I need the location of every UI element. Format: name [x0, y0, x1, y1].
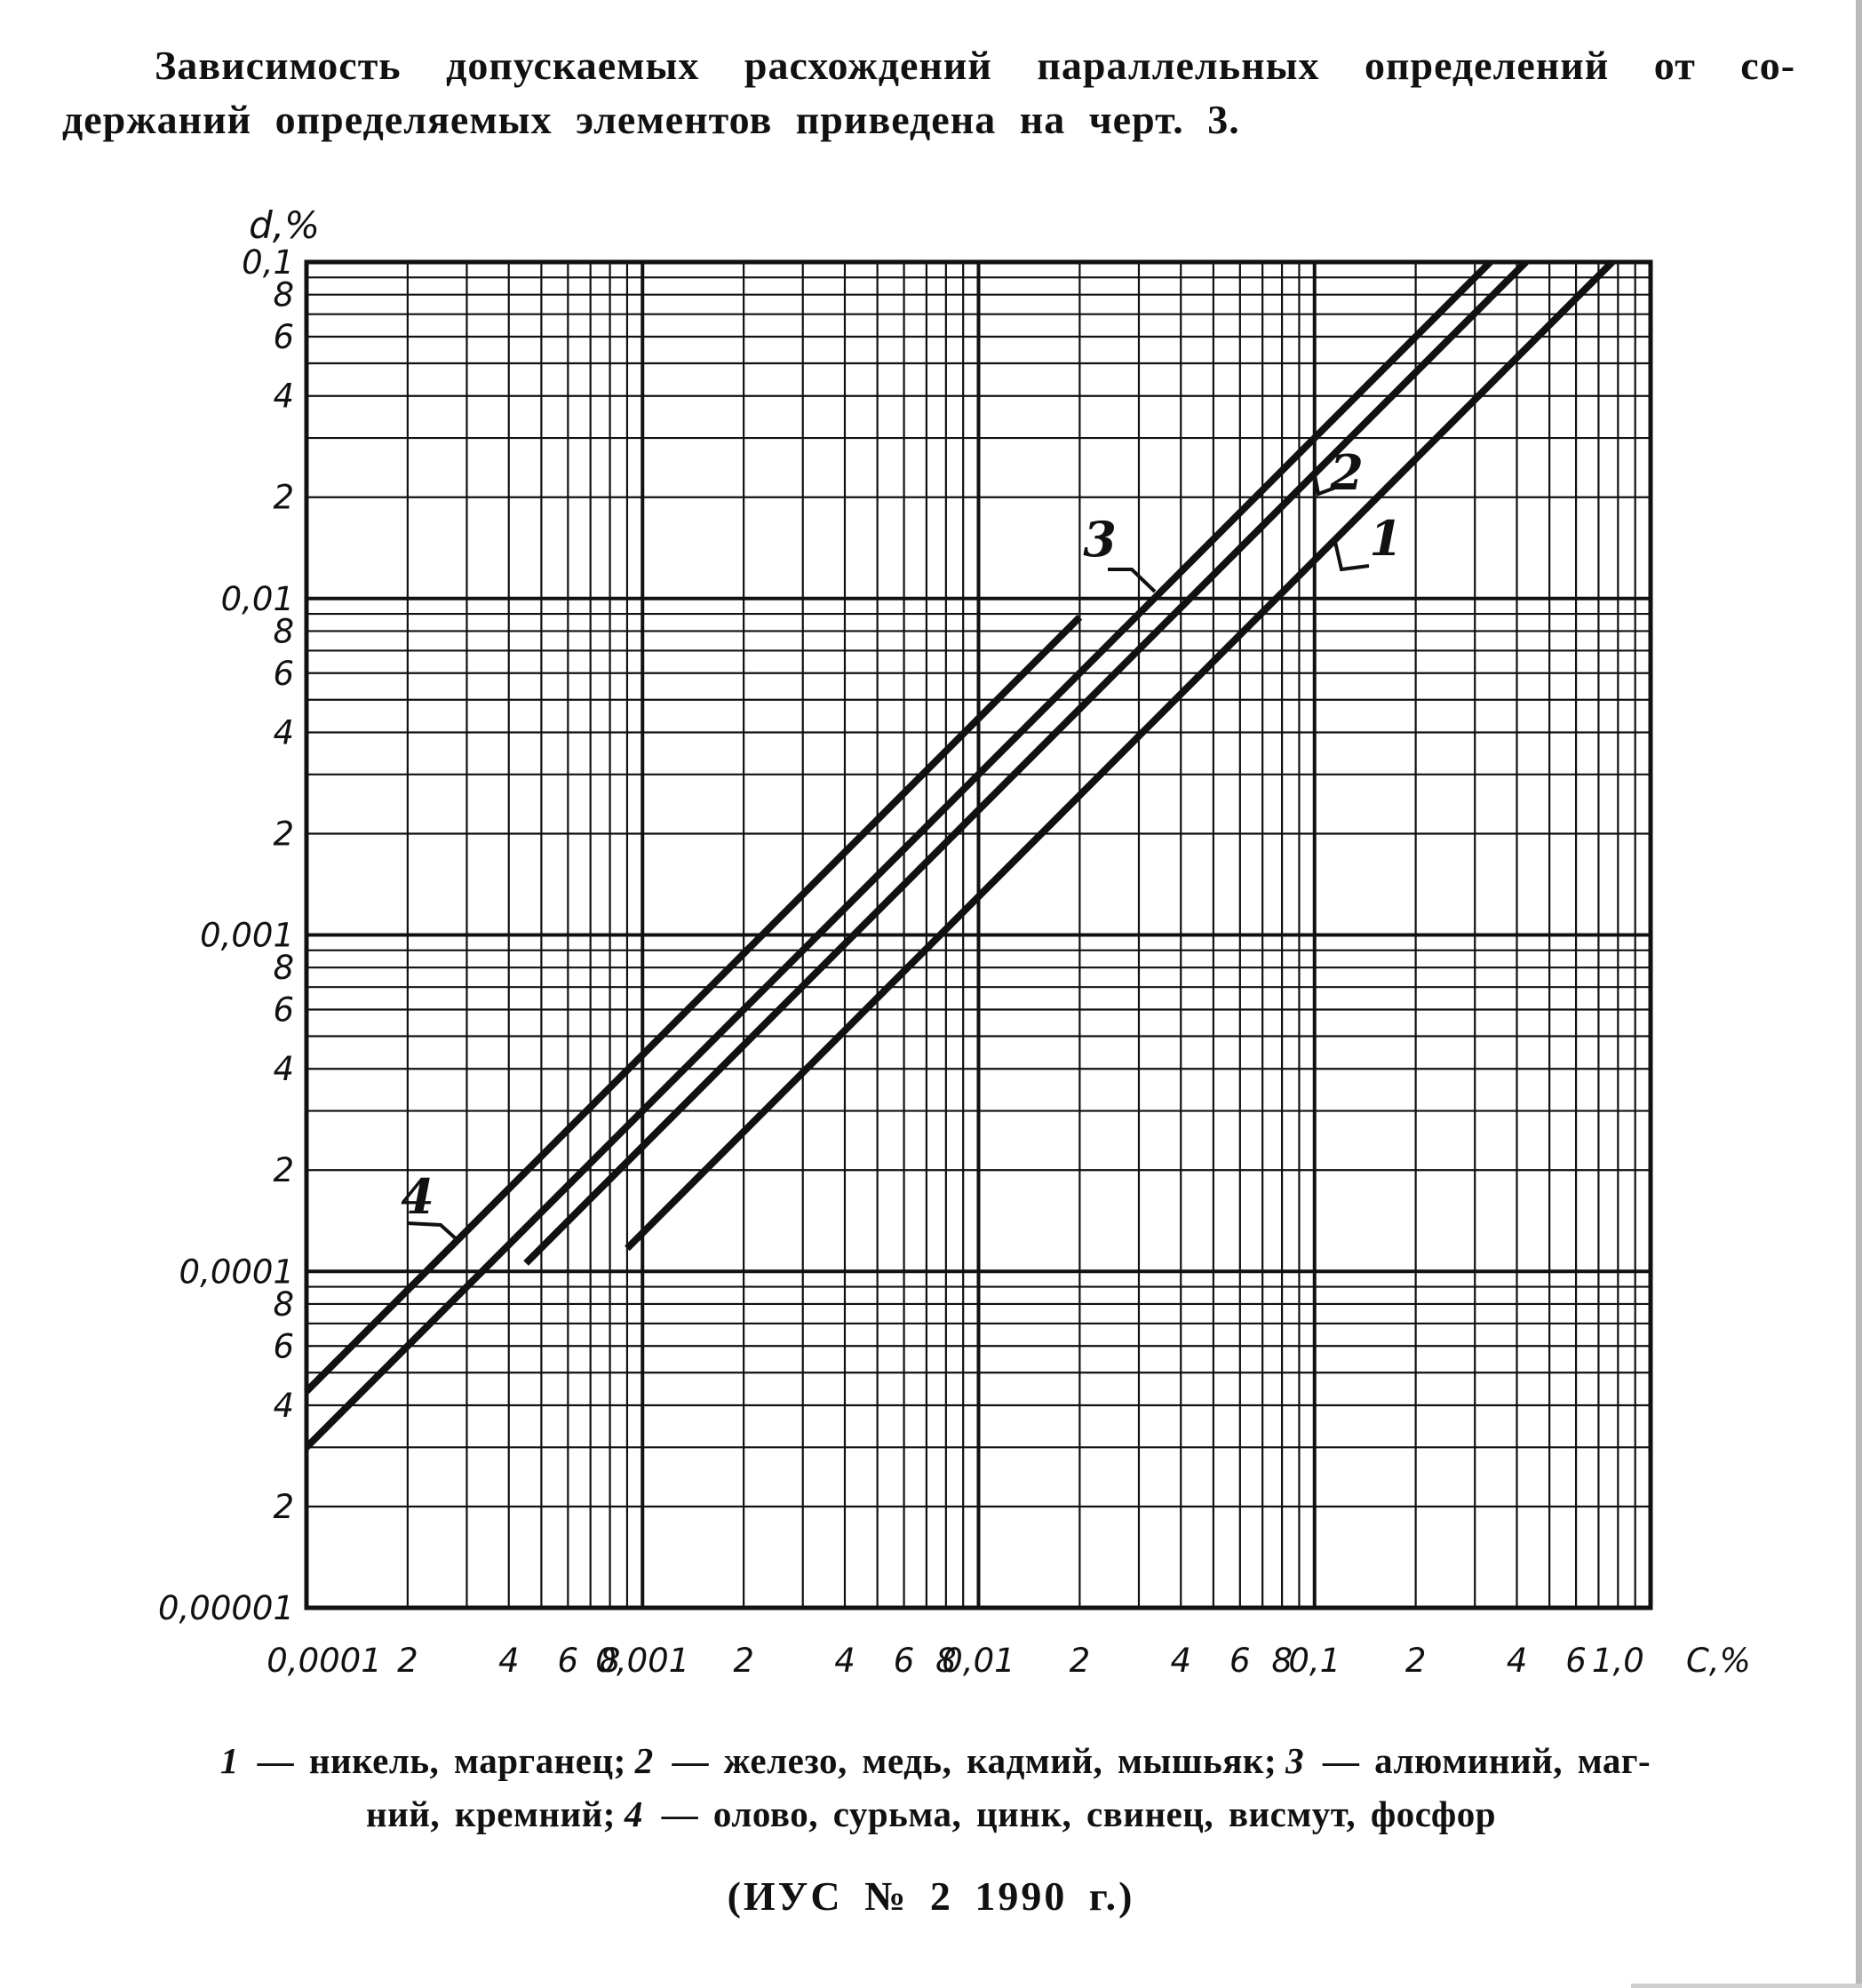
y-tick-label: 0,1: [242, 243, 294, 282]
y-tick-label: 6: [273, 991, 294, 1030]
y-tick-label: 0,00001: [158, 1589, 294, 1627]
series-line-3: [304, 259, 1493, 1451]
curve-number-label-2: 2: [1329, 444, 1364, 501]
x-tick-label: 1,0: [1592, 1642, 1644, 1680]
intro-paragraph: Зависимость допускаемых расхождений пара…: [62, 39, 1810, 147]
y-tick-label: 6: [273, 1327, 294, 1365]
y-tick-label: 6: [273, 318, 294, 356]
x-tick-label: 4: [1507, 1642, 1528, 1680]
y-tick-label: 8: [273, 612, 294, 650]
legend-series-number: 2: [634, 1740, 654, 1781]
y-tick-label: 8: [273, 949, 294, 987]
curve-label-leader-4: [406, 1221, 460, 1243]
plot-border: [304, 259, 1653, 1610]
legend-line-2: ний, кремний; 4 — олово, сурьма, цинк, св…: [0, 1787, 1862, 1841]
y-tick-label: 2: [273, 815, 294, 853]
x-tick-label: 8: [600, 1642, 621, 1680]
y-tick-label: 2: [273, 479, 294, 517]
series-line-1: [625, 259, 1615, 1252]
curve-label-leader-2: [1312, 470, 1336, 497]
x-tick-label: 4: [1170, 1642, 1191, 1680]
curve-label-leader-3: [1108, 568, 1157, 593]
x-tick-label: 0,01: [942, 1642, 1015, 1680]
legend-line-1: 1 — никель, марганец; 2 — железо, медь, к…: [0, 1734, 1862, 1787]
legend-series-number: 1: [219, 1740, 239, 1781]
y-tick-label: 0,0001: [179, 1252, 294, 1291]
x-tick-label: 8: [935, 1642, 957, 1680]
legend-series-elements: — никель, марганец;: [242, 1740, 626, 1781]
y-tick-label: 2: [273, 1151, 294, 1189]
series-line-2: [523, 259, 1529, 1266]
curve-label-leader-1: [1333, 541, 1370, 572]
x-tick-label: 0,1: [1288, 1642, 1341, 1680]
x-tick-label: 2: [397, 1642, 418, 1680]
x-tick-label: 0,001: [595, 1642, 689, 1680]
curve-number-label-1: 1: [1369, 510, 1403, 567]
x-tick-label: 6: [894, 1642, 915, 1680]
legend-series-number: 3: [1285, 1740, 1305, 1781]
y-tick-label: 4: [273, 378, 294, 416]
y-tick-label: 2: [273, 1488, 294, 1526]
x-tick-label: 2: [733, 1642, 754, 1680]
x-tick-label: 4: [498, 1642, 520, 1680]
legend-series-number: 4: [624, 1793, 643, 1834]
legend-series-elements: ний, кремний;: [365, 1793, 616, 1834]
legend-series-elements: — олово, сурьма, цинк, свинец, висмут, ф…: [646, 1793, 1497, 1834]
y-tick-label: 4: [273, 1050, 294, 1088]
x-axis-unit-label: C,%: [1686, 1642, 1751, 1680]
x-tick-label: 2: [1405, 1642, 1427, 1680]
scan-edge-artifact: [1856, 0, 1862, 1988]
legend-series-elements: — алюминий, маг-: [1308, 1740, 1651, 1781]
curve-number-label-4: 4: [401, 1168, 434, 1225]
x-tick-label: 0,0001: [267, 1642, 381, 1680]
y-axis-title: d,%: [249, 203, 320, 247]
legend-series-elements: — железо, медь, кадмий, мышьяк;: [656, 1740, 1277, 1781]
x-tick-label: 8: [1271, 1642, 1293, 1680]
intro-line-1: Зависимость допускаемых расхождений пара…: [155, 43, 1796, 88]
y-tick-label: 0,001: [200, 917, 294, 955]
y-tick-label: 8: [273, 1285, 294, 1324]
x-tick-label: 2: [1070, 1642, 1091, 1680]
x-tick-label: 6: [558, 1642, 579, 1680]
y-tick-label: 6: [273, 655, 294, 693]
x-tick-label: 6: [1229, 1642, 1251, 1680]
series-line-4: [304, 614, 1083, 1395]
scan-edge-artifact: [1631, 1984, 1862, 1988]
x-tick-label: 4: [834, 1642, 855, 1680]
y-tick-label: 4: [273, 713, 294, 751]
x-tick-label: 6: [1565, 1642, 1587, 1680]
y-tick-label: 8: [273, 276, 294, 314]
y-tick-label: 0,01: [221, 580, 294, 618]
y-tick-label: 4: [273, 1387, 294, 1425]
intro-line-2: держаний определяемых элементов приведен…: [62, 96, 1240, 142]
chart-legend-caption: 1 — никель, марганец; 2 — железо, медь, к…: [0, 1734, 1862, 1841]
source-reference: (ИУС № 2 1990 г.): [727, 1873, 1135, 1919]
curve-number-label-3: 3: [1083, 511, 1117, 568]
